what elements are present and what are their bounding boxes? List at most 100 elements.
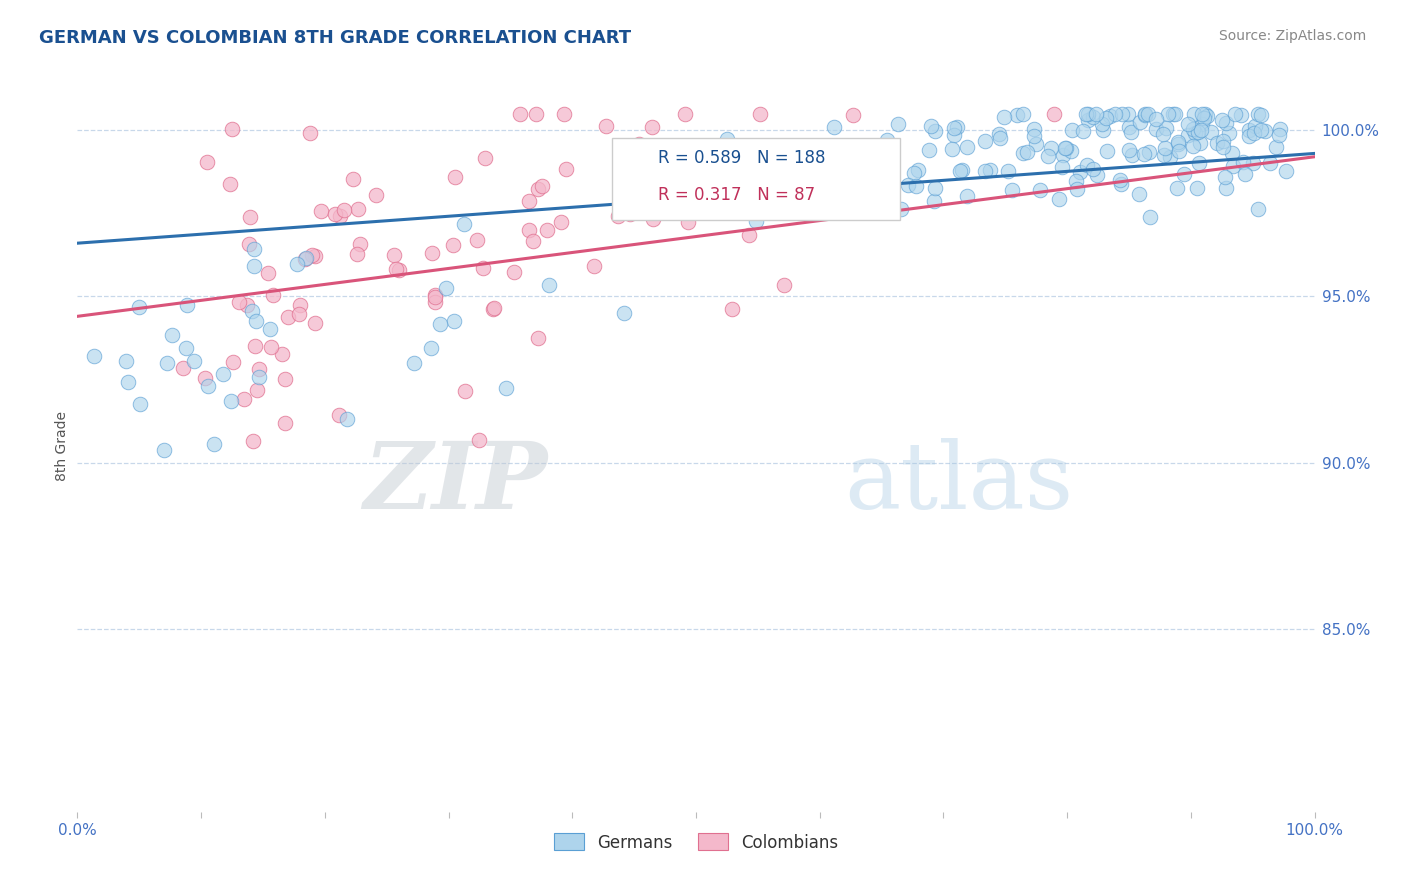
- Point: [211, 368, 233, 382]
- Point: [744, 214, 766, 228]
- Point: [195, 155, 218, 169]
- Point: [1133, 106, 1156, 120]
- Point: [907, 163, 929, 178]
- Point: [945, 120, 967, 135]
- Point: [482, 301, 505, 315]
- Point: [673, 106, 696, 120]
- Point: [903, 166, 925, 180]
- Point: [83, 349, 105, 363]
- Point: [731, 153, 754, 167]
- Point: [1213, 169, 1236, 184]
- Point: [526, 182, 548, 196]
- Point: [1077, 112, 1099, 127]
- Point: [176, 298, 198, 312]
- Point: [1152, 127, 1174, 141]
- Point: [1232, 155, 1254, 169]
- Point: [1139, 210, 1161, 224]
- Point: [1243, 127, 1265, 141]
- Point: [1133, 108, 1156, 122]
- Point: [1060, 123, 1083, 137]
- Point: [1250, 123, 1272, 137]
- Point: [1275, 164, 1298, 178]
- Point: [328, 408, 350, 422]
- Point: [503, 265, 526, 279]
- Text: Source: ZipAtlas.com: Source: ZipAtlas.com: [1219, 29, 1367, 43]
- Point: [1136, 106, 1159, 120]
- Point: [242, 434, 264, 448]
- Point: [941, 142, 963, 156]
- Point: [434, 281, 457, 295]
- Point: [1243, 119, 1265, 133]
- Text: ZIP: ZIP: [363, 438, 547, 527]
- Point: [773, 278, 796, 293]
- Point: [246, 383, 269, 397]
- Point: [979, 163, 1001, 178]
- Point: [495, 381, 517, 395]
- Point: [423, 294, 446, 309]
- Point: [1166, 180, 1188, 194]
- Point: [1091, 123, 1114, 137]
- Legend: Germans, Colombians: Germans, Colombians: [547, 827, 845, 858]
- Point: [240, 304, 263, 318]
- Point: [1247, 202, 1270, 217]
- Point: [364, 188, 387, 202]
- Point: [904, 179, 927, 194]
- Point: [1076, 106, 1098, 120]
- Point: [1076, 158, 1098, 172]
- Point: [1167, 136, 1189, 151]
- Point: [325, 207, 347, 221]
- Text: R = 0.589   N = 188: R = 0.589 N = 188: [658, 149, 825, 167]
- Point: [441, 237, 464, 252]
- Point: [842, 108, 865, 122]
- Point: [1015, 145, 1038, 159]
- Point: [1182, 139, 1205, 153]
- Point: [256, 266, 278, 280]
- Point: [1081, 161, 1104, 176]
- Point: [242, 260, 264, 274]
- Point: [1212, 140, 1234, 154]
- Point: [270, 346, 292, 360]
- Point: [117, 375, 139, 389]
- Point: [1206, 136, 1229, 150]
- Point: [918, 143, 941, 157]
- Point: [550, 215, 572, 229]
- Point: [384, 261, 406, 276]
- Point: [1185, 181, 1208, 195]
- Point: [238, 236, 260, 251]
- Point: [973, 134, 995, 148]
- Point: [1225, 106, 1247, 120]
- Point: [242, 243, 264, 257]
- Point: [1233, 167, 1256, 181]
- Point: [1237, 128, 1260, 143]
- Point: [531, 178, 554, 193]
- Point: [1052, 147, 1074, 161]
- Point: [247, 361, 270, 376]
- Point: [654, 172, 676, 186]
- Point: [997, 163, 1019, 178]
- Point: [1177, 128, 1199, 142]
- Point: [443, 169, 465, 184]
- Point: [1084, 106, 1107, 120]
- Point: [619, 207, 641, 221]
- Point: [890, 202, 912, 217]
- Point: [342, 172, 364, 186]
- Point: [1043, 106, 1066, 120]
- Point: [613, 306, 636, 320]
- Point: [233, 392, 256, 406]
- Point: [627, 136, 650, 151]
- Point: [419, 341, 441, 355]
- Point: [876, 133, 898, 147]
- Point: [522, 234, 544, 248]
- Point: [304, 316, 326, 330]
- Point: [1121, 148, 1143, 162]
- Point: [285, 257, 308, 271]
- Point: [1237, 122, 1260, 136]
- Point: [714, 196, 737, 211]
- Point: [655, 145, 678, 159]
- Point: [761, 142, 783, 156]
- Point: [222, 355, 245, 369]
- Point: [1167, 136, 1189, 150]
- Point: [1144, 122, 1167, 136]
- Point: [1254, 124, 1277, 138]
- Text: R = 0.317   N = 87: R = 0.317 N = 87: [658, 186, 815, 204]
